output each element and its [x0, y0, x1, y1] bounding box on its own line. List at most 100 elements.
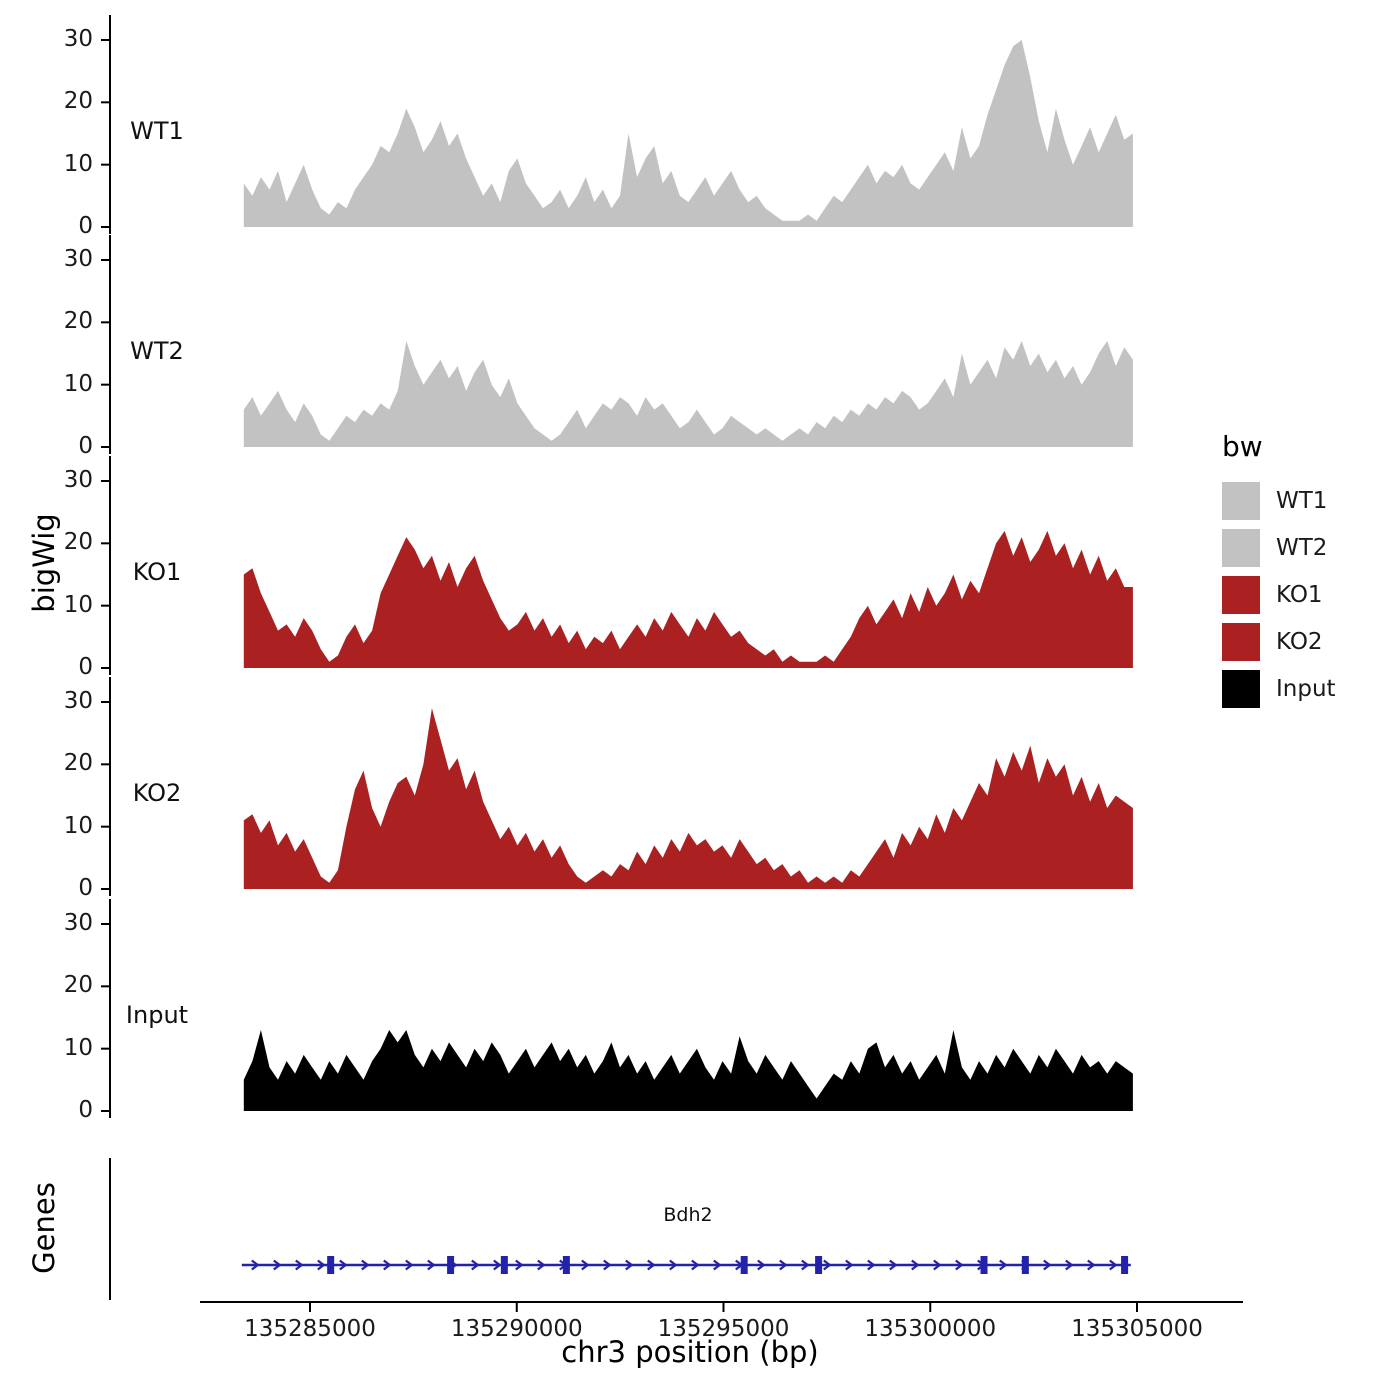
- area-track-KO2: [243, 708, 1133, 889]
- gene-exon: [500, 1256, 508, 1274]
- strand-arrow-icon: [647, 1259, 656, 1271]
- gene-exon: [327, 1256, 335, 1274]
- legend-label-wt1: WT1: [1276, 487, 1328, 514]
- strand-arrow-icon: [581, 1259, 590, 1271]
- gene-name-label: Bdh2: [663, 1204, 713, 1226]
- legend-swatch-input: [1222, 669, 1260, 708]
- x-tick-label: 135285000: [244, 1316, 376, 1342]
- track-label-wt1: WT1: [130, 117, 184, 145]
- strand-arrow-icon: [515, 1259, 524, 1271]
- strand-arrow-icon: [603, 1259, 612, 1271]
- y-tick-label: 30: [63, 688, 93, 714]
- strand-arrow-icon: [669, 1259, 678, 1271]
- strand-arrow-icon: [427, 1259, 436, 1271]
- gene-exon: [1121, 1256, 1129, 1274]
- strand-arrow-icon: [845, 1259, 854, 1271]
- strand-arrow-icon: [823, 1259, 832, 1271]
- legend: bw WT1 WT2 KO1 KO2 Input: [1222, 430, 1336, 712]
- legend-swatch-ko2: [1222, 622, 1260, 661]
- y-tick-label: 20: [63, 88, 93, 115]
- y-tick-label: 0: [78, 1097, 93, 1123]
- y-tick-label: 10: [63, 150, 93, 177]
- area-track-WT1: [243, 40, 1133, 227]
- y-tick-label: 30: [63, 910, 93, 936]
- strand-arrow-icon: [493, 1259, 502, 1271]
- strand-arrow-icon: [713, 1259, 722, 1271]
- legend-label-ko2: KO2: [1276, 628, 1323, 655]
- y-tick-label: 20: [63, 750, 93, 777]
- y-tick-label: 30: [63, 467, 93, 493]
- y-tick-label: 0: [78, 433, 93, 459]
- strand-arrow-icon: [955, 1259, 964, 1271]
- legend-title: bw: [1222, 430, 1263, 463]
- strand-arrow-icon: [1109, 1259, 1118, 1271]
- y-tick-label: 0: [78, 213, 93, 239]
- gene-exon: [740, 1256, 748, 1274]
- y-tick-label: 10: [63, 370, 93, 397]
- strand-arrow-icon: [361, 1259, 370, 1271]
- track-label-ko1: KO1: [132, 558, 182, 586]
- legend-item-ko1: KO1: [1222, 571, 1336, 618]
- gene-exon: [447, 1256, 455, 1274]
- strand-arrow-icon: [251, 1259, 260, 1271]
- strand-arrow-icon: [933, 1259, 942, 1271]
- track-label-wt2: WT2: [130, 337, 184, 365]
- strand-arrow-icon: [1087, 1259, 1096, 1271]
- strand-arrow-icon: [1065, 1259, 1074, 1271]
- gene-exon: [815, 1256, 823, 1274]
- legend-item-ko2: KO2: [1222, 618, 1336, 665]
- strand-arrow-icon: [383, 1259, 392, 1271]
- track-label-input: Input: [125, 1001, 189, 1029]
- strand-arrow-icon: [317, 1259, 326, 1271]
- area-track-KO1: [243, 530, 1133, 668]
- strand-arrow-icon: [911, 1259, 920, 1271]
- strand-arrow-icon: [1043, 1259, 1052, 1271]
- y-tick-label: 20: [63, 972, 93, 999]
- y-tick-label: 0: [78, 875, 93, 901]
- legend-item-wt1: WT1: [1222, 477, 1336, 524]
- genes-axis-title: Genes: [27, 1182, 61, 1274]
- y-tick-label: 20: [63, 308, 93, 335]
- gene-exon: [980, 1256, 988, 1274]
- y-tick-label: 20: [63, 529, 93, 556]
- strand-arrow-icon: [779, 1259, 788, 1271]
- strand-arrow-icon: [273, 1259, 282, 1271]
- area-track-WT2: [243, 341, 1133, 447]
- strand-arrow-icon: [801, 1259, 810, 1271]
- legend-item-input: Input: [1222, 665, 1336, 712]
- y-tick-label: 0: [78, 654, 93, 680]
- strand-arrow-icon: [691, 1259, 700, 1271]
- legend-label-wt2: WT2: [1276, 534, 1328, 561]
- x-tick-label: 135290000: [450, 1316, 583, 1342]
- legend-label-ko1: KO1: [1276, 581, 1323, 608]
- strand-arrow-icon: [471, 1259, 480, 1271]
- track-label-ko2: KO2: [132, 779, 182, 807]
- strand-arrow-icon: [537, 1259, 546, 1271]
- x-tick-label: 135295000: [657, 1316, 790, 1342]
- legend-swatch-ko1: [1222, 575, 1260, 614]
- legend-label-input: Input: [1276, 675, 1336, 702]
- y-tick-label: 10: [63, 591, 93, 618]
- strand-arrow-icon: [889, 1259, 898, 1271]
- x-tick-label: 135305000: [1071, 1316, 1203, 1342]
- strand-arrow-icon: [339, 1259, 348, 1271]
- x-tick-label: 135300000: [864, 1316, 997, 1342]
- legend-swatch-wt2: [1222, 528, 1260, 567]
- area-track-Input: [243, 1030, 1133, 1111]
- strand-arrow-icon: [757, 1259, 766, 1271]
- gene-exon: [1021, 1256, 1029, 1274]
- y-tick-label: 10: [63, 812, 93, 839]
- y-tick-label: 30: [63, 26, 93, 52]
- x-axis-title: chr3 position (bp): [561, 1335, 819, 1369]
- y-tick-label: 30: [63, 246, 93, 272]
- legend-swatch-wt1: [1222, 481, 1260, 520]
- strand-arrow-icon: [405, 1259, 414, 1271]
- strand-arrow-icon: [295, 1259, 304, 1271]
- strand-arrow-icon: [999, 1259, 1008, 1271]
- strand-arrow-icon: [867, 1259, 876, 1271]
- gene-exon: [562, 1256, 570, 1274]
- strand-arrow-icon: [625, 1259, 634, 1271]
- y-tick-label: 10: [63, 1034, 93, 1061]
